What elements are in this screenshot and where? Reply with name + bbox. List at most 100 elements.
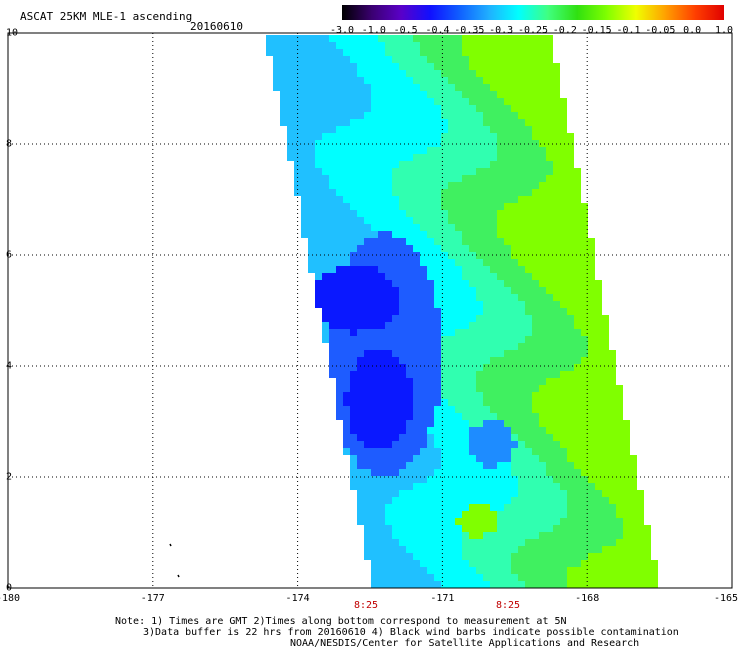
swath-cell <box>301 224 308 231</box>
swath-cell <box>595 455 602 462</box>
swath-cell <box>462 357 469 364</box>
swath-cell <box>364 147 371 154</box>
swath-cell <box>350 133 357 140</box>
swath-cell <box>476 497 483 504</box>
swath-cell <box>441 560 448 567</box>
swath-cell <box>448 245 455 252</box>
swath-cell <box>378 161 385 168</box>
swath-cell <box>294 112 301 119</box>
swath-cell <box>322 119 329 126</box>
swath-cell <box>511 196 518 203</box>
swath-cell <box>616 469 623 476</box>
swath-cell <box>462 182 469 189</box>
swath-cell <box>616 455 623 462</box>
swath-cell <box>392 119 399 126</box>
swath-cell <box>455 553 462 560</box>
swath-cell <box>532 350 539 357</box>
swath-cell <box>483 280 490 287</box>
swath-cell <box>504 308 511 315</box>
swath-cell <box>406 385 413 392</box>
swath-cell <box>504 112 511 119</box>
swath-cell <box>399 308 406 315</box>
swath-cell <box>546 315 553 322</box>
swath-cell <box>392 252 399 259</box>
swath-cell <box>364 105 371 112</box>
swath-cell <box>504 413 511 420</box>
swath-cell <box>371 434 378 441</box>
swath-cell <box>476 133 483 140</box>
swath-cell <box>385 154 392 161</box>
swath-cell <box>357 105 364 112</box>
swath-cell <box>546 343 553 350</box>
swath-cell <box>490 42 497 49</box>
swath-cell <box>595 469 602 476</box>
swath-cell <box>595 560 602 567</box>
swath-cell <box>434 434 441 441</box>
swath-cell <box>378 371 385 378</box>
swath-cell <box>392 511 399 518</box>
swath-cell <box>560 483 567 490</box>
swath-cell <box>511 574 518 581</box>
swath-cell <box>462 581 469 588</box>
swath-cell <box>476 525 483 532</box>
swath-cell <box>371 371 378 378</box>
swath-cell <box>532 210 539 217</box>
swath-cell <box>315 210 322 217</box>
swath-cell <box>525 532 532 539</box>
swath-cell <box>406 427 413 434</box>
swath-cell <box>483 560 490 567</box>
swath-cell <box>525 427 532 434</box>
swath-cell <box>392 329 399 336</box>
swath-cell <box>280 77 287 84</box>
swath-cell <box>511 518 518 525</box>
swath-cell <box>497 161 504 168</box>
swath-cell <box>476 126 483 133</box>
swath-cell <box>455 420 462 427</box>
swath-cell <box>588 413 595 420</box>
swath-cell <box>350 49 357 56</box>
colorbar-label: -0.05 <box>645 25 676 36</box>
swath-cell <box>560 189 567 196</box>
swath-cell <box>413 175 420 182</box>
swath-cell <box>371 511 378 518</box>
swath-cell <box>434 364 441 371</box>
swath-cell <box>581 483 588 490</box>
swath-cell <box>455 224 462 231</box>
swath-cell <box>427 315 434 322</box>
swath-cell <box>574 567 581 574</box>
swath-cell <box>448 196 455 203</box>
swath-cell <box>595 336 602 343</box>
swath-cell <box>497 266 504 273</box>
swath-cell <box>574 553 581 560</box>
swath-cell <box>511 238 518 245</box>
swath-cell <box>427 560 434 567</box>
swath-cell <box>539 427 546 434</box>
swath-cell <box>469 406 476 413</box>
swath-cell <box>497 441 504 448</box>
colorbar-label: -0.35 <box>454 25 485 36</box>
swath-cell <box>476 70 483 77</box>
swath-cell <box>567 567 574 574</box>
x-tick-label: -171 <box>430 593 455 604</box>
swath-cell <box>448 280 455 287</box>
swath-cell <box>560 315 567 322</box>
swath-cell <box>434 147 441 154</box>
wind-barb <box>169 543 172 547</box>
swath-cell <box>483 574 490 581</box>
swath-cell <box>567 266 574 273</box>
swath-cell <box>455 63 462 70</box>
swath-cell <box>399 70 406 77</box>
swath-cell <box>343 273 350 280</box>
swath-cell <box>567 560 574 567</box>
swath-cell <box>476 476 483 483</box>
swath-cell <box>504 497 511 504</box>
swath-cell <box>532 259 539 266</box>
swath-cell <box>504 84 511 91</box>
swath-cell <box>560 539 567 546</box>
swath-cell <box>371 364 378 371</box>
swath-cell <box>602 315 609 322</box>
swath-cell <box>469 413 476 420</box>
swath-cell <box>532 399 539 406</box>
swath-cell <box>294 49 301 56</box>
swath-cell <box>525 112 532 119</box>
